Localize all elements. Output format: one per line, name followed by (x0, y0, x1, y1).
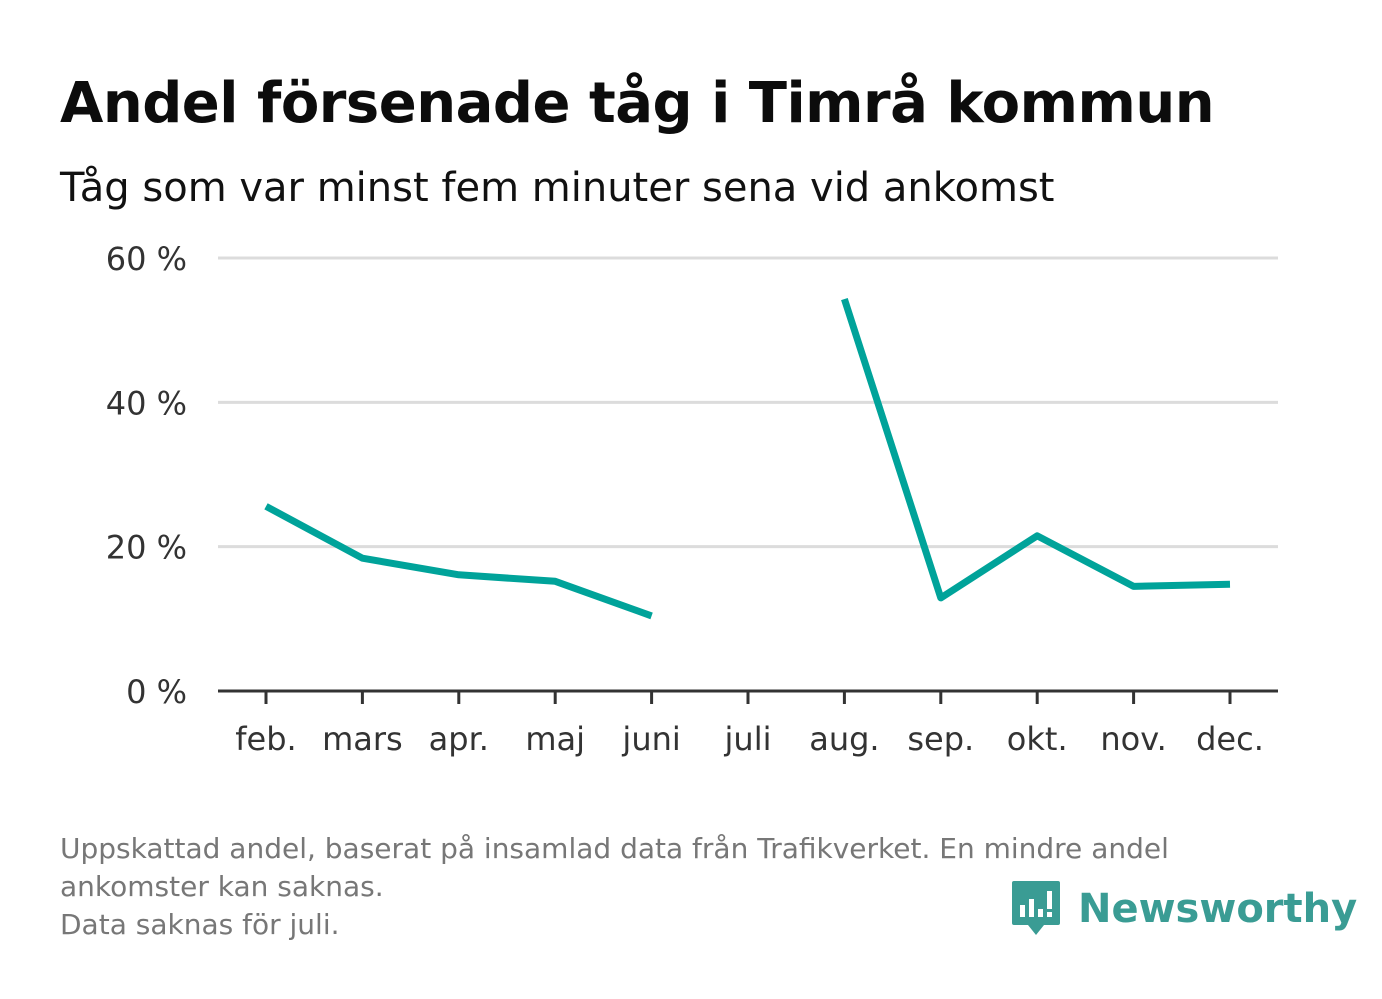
x-tick-label: juni (621, 720, 680, 758)
footnote-line-3: Data saknas för juli. (60, 908, 340, 941)
x-tick-label: sep. (907, 720, 974, 758)
brand-name: Newsworthy (1078, 886, 1358, 932)
x-tick-label: nov. (1100, 720, 1166, 758)
series-lines (264, 298, 1231, 620)
x-tick-label: feb. (235, 720, 296, 758)
series-line (264, 503, 653, 620)
y-tick-label: 40 % (106, 384, 187, 422)
x-tick-label: apr. (429, 720, 489, 758)
footnote-line-2: ankomster kan saknas. (60, 870, 384, 903)
footnote: Uppskattad andel, baserat på insamlad da… (60, 830, 1320, 944)
y-tick-label: 0 % (126, 673, 187, 711)
x-tick-label: mars (322, 720, 403, 758)
x-tick-label: okt. (1007, 720, 1068, 758)
y-tick-label: 20 % (106, 529, 187, 567)
newsworthy-logo-icon (1012, 881, 1060, 935)
footnote-line-1: Uppskattad andel, baserat på insamlad da… (60, 832, 1169, 865)
x-axis (218, 689, 1278, 704)
grid-lines (218, 256, 1278, 549)
series-line (841, 298, 1231, 602)
y-axis-labels: 0 % 20 % 40 % 60 % (106, 240, 187, 711)
brand-logo: Newsworthy (1010, 878, 1357, 940)
line-chart: 0 % 20 % 40 % 60 % feb. mars apr. maj juni juli a… (106, 240, 1278, 758)
x-tick-label: dec. (1196, 720, 1264, 758)
x-tick-label: juli (724, 720, 772, 758)
x-tick-label: maj (525, 720, 585, 758)
x-tick-label: aug. (809, 720, 879, 758)
chart-title: Andel försenade tåg i Timrå kommun (60, 71, 1215, 136)
chart-subtitle: Tåg som var minst fem minuter sena vid a… (60, 165, 1055, 211)
x-axis-labels: feb. mars apr. maj juni juli aug. sep. okt. nov. d… (235, 720, 1264, 758)
y-tick-label: 60 % (106, 240, 187, 278)
